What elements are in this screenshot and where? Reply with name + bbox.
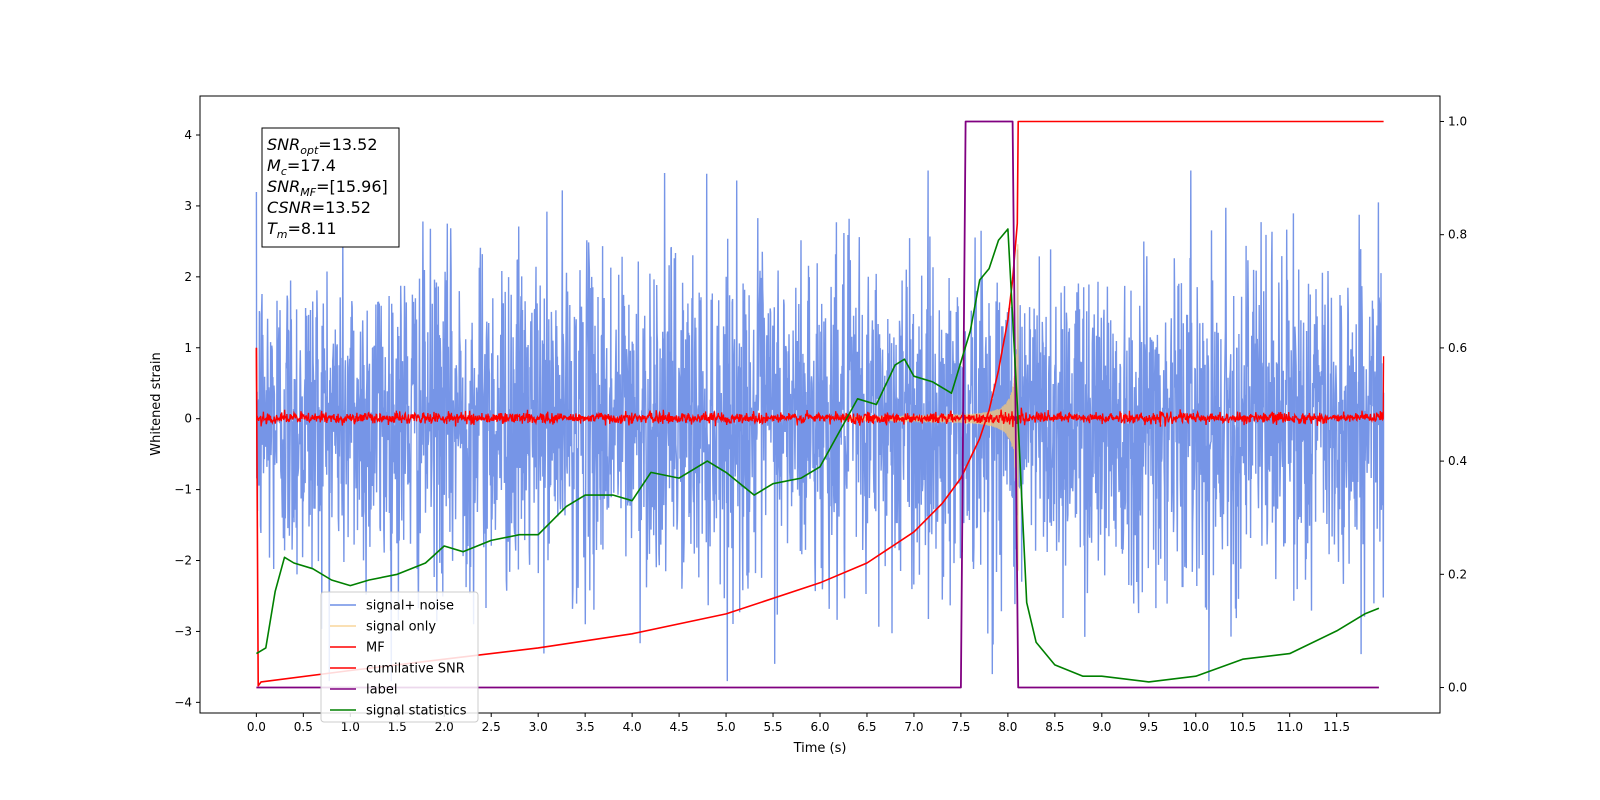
x-tick-label: 11.0: [1276, 720, 1303, 734]
y-axis-left: −4 −3 −2 −1 0 1 2 3 4: [174, 128, 200, 709]
x-tick-label: 3.0: [529, 720, 548, 734]
x-tick-label: 4.5: [670, 720, 689, 734]
y-left-tick-label: −4: [174, 695, 192, 709]
y-left-tick-label: −3: [174, 624, 192, 638]
y-right-tick-label: 0.8: [1448, 228, 1467, 242]
legend-entry: signal only: [366, 620, 436, 635]
annotation-line: CSNR=13.52: [267, 198, 371, 217]
y-right-tick-label: 1.0: [1448, 114, 1467, 128]
y-right-tick-label: 0.0: [1448, 681, 1467, 695]
y-left-tick-label: 1: [184, 341, 192, 355]
series-mf: [255, 347, 1385, 428]
annotation-line: SNRMF=[15.96]: [267, 177, 388, 199]
y-left-tick-label: −2: [174, 554, 192, 568]
series-signal-noise: [255, 170, 1385, 682]
x-tick-label: 0.5: [294, 720, 313, 734]
x-tick-label: 11.5: [1323, 720, 1350, 734]
x-tick-label: 3.5: [576, 720, 595, 734]
x-tick-label: 5.5: [763, 720, 782, 734]
y-right-tick-label: 0.4: [1448, 454, 1467, 468]
x-tick-label: 7.0: [904, 720, 923, 734]
y-left-tick-label: 0: [184, 412, 192, 426]
legend-entry: signal statistics: [366, 704, 467, 719]
x-tick-label: 8.0: [998, 720, 1017, 734]
x-tick-label: 10.5: [1229, 720, 1256, 734]
series-signal-statistics: [255, 228, 1380, 683]
y-axis-label: Whitened strain: [149, 352, 164, 455]
x-tick-label: 10.0: [1182, 720, 1209, 734]
x-tick-label: 8.5: [1045, 720, 1064, 734]
legend-entry: MF: [366, 641, 385, 656]
y-left-tick-label: 3: [184, 199, 192, 213]
x-tick-label: 9.0: [1092, 720, 1111, 734]
y-left-tick-label: −1: [174, 483, 192, 497]
y-axis-right: 0.0 0.2 0.4 0.6 0.8 1.0: [1440, 114, 1467, 695]
x-tick-label: 2.5: [482, 720, 501, 734]
x-tick-label: 7.5: [951, 720, 970, 734]
x-tick-label: 6.5: [857, 720, 876, 734]
annotation-line: SNRopt=13.52: [267, 135, 378, 157]
legend: signal+ noise signal only MF cumilative SNR…: [320, 591, 479, 723]
y-right-tick-label: 0.2: [1448, 567, 1467, 581]
annotation-line: Mc=17.4: [267, 156, 336, 178]
legend-frame: [320, 591, 479, 723]
x-tick-label: 9.5: [1139, 720, 1158, 734]
annotation-line: Tm=8.11: [267, 219, 337, 241]
legend-entry: cumilative SNR: [366, 662, 465, 677]
legend-entry: label: [366, 683, 397, 698]
x-axis-label: Time (s): [793, 741, 847, 756]
x-tick-label: 5.0: [717, 720, 736, 734]
x-axis: 0.0 0.5 1.0 1.5 2.0 2.5 3.0 3.5 4.0 4.5 5.0 5.5 6.0 6…: [247, 713, 1350, 734]
x-tick-label: 0.0: [247, 720, 266, 734]
y-right-tick-label: 0.6: [1448, 341, 1467, 355]
annotation-box: SNRopt=13.52Mc=17.4SNRMF=[15.96]CSNR=13.…: [261, 127, 400, 248]
x-tick-label: 4.0: [623, 720, 642, 734]
y-left-tick-label: 2: [184, 270, 192, 284]
legend-entry: signal+ noise: [366, 599, 454, 614]
x-tick-label: 2.0: [435, 720, 454, 734]
x-tick-label: 6.0: [810, 720, 829, 734]
y-left-tick-label: 4: [184, 128, 192, 142]
annotation-frame: [261, 127, 400, 248]
x-tick-label: 1.0: [341, 720, 360, 734]
x-tick-label: 1.5: [388, 720, 407, 734]
series-label: [256, 120, 1379, 689]
